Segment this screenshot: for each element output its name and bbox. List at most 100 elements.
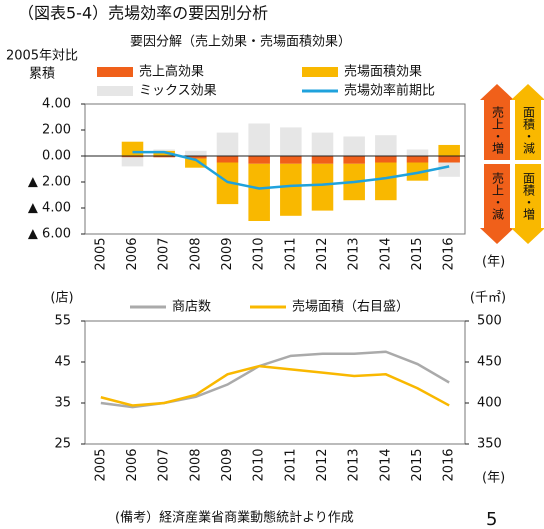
x-tick-label: 2006 xyxy=(125,448,140,481)
y-tick-label: 45 xyxy=(54,355,71,370)
bar xyxy=(280,156,302,164)
figure-title: （図表5-4）売場効率の要因別分析 xyxy=(18,4,268,23)
legend-label: 売場面積（右目盛） xyxy=(292,299,409,315)
x-tick-label: 2010 xyxy=(252,237,267,270)
bar xyxy=(343,156,365,164)
arrow-label: 売上・減 xyxy=(491,171,505,221)
bar xyxy=(216,132,239,156)
x-tick-label: 2014 xyxy=(378,448,393,481)
legend-label: 売上高効果 xyxy=(139,64,204,80)
direction-arrow xyxy=(511,84,544,160)
x-tick-label: 2015 xyxy=(410,448,425,481)
bar xyxy=(406,156,429,163)
bar xyxy=(121,156,144,158)
arrow-label: 売上・増 xyxy=(491,105,505,155)
bar xyxy=(216,162,239,205)
plot-frame xyxy=(84,320,466,445)
x-tick-label: 2013 xyxy=(347,448,362,481)
x-tick-label: 2011 xyxy=(283,448,298,481)
x-tick-label: 2008 xyxy=(188,237,203,270)
x-tick-label: 2008 xyxy=(188,448,203,481)
bar xyxy=(311,156,334,164)
plot-frame xyxy=(84,103,466,235)
x-tick-label: 2012 xyxy=(315,237,330,270)
x-tick-label: 2005 xyxy=(93,237,108,270)
x-tick-label: 2013 xyxy=(347,237,362,270)
bar xyxy=(311,132,334,156)
data-line xyxy=(132,150,450,190)
legend-swatch xyxy=(97,86,133,96)
x-tick-label: 2007 xyxy=(157,237,172,270)
bar xyxy=(406,162,429,181)
x-tick-label: 2015 xyxy=(410,237,425,270)
y2-unit: (千㎡) xyxy=(470,291,506,306)
bar xyxy=(375,156,397,163)
x-tick-label: 2006 xyxy=(125,237,140,270)
legend-label: 売場面積効果 xyxy=(344,64,422,80)
x-tick-label: 2009 xyxy=(220,448,235,481)
bar xyxy=(248,156,270,164)
bar xyxy=(406,149,429,156)
arrow-label: 面積・減 xyxy=(522,106,536,155)
y2-tick-label: 350 xyxy=(477,437,502,452)
y-tick-label: 2.00 xyxy=(42,123,71,138)
x-tick-label: 2016 xyxy=(442,448,457,481)
bar xyxy=(153,149,175,151)
x-unit: (年) xyxy=(482,471,505,486)
bar xyxy=(248,123,270,156)
bar xyxy=(185,150,207,156)
direction-arrow xyxy=(480,84,514,160)
direction-arrow xyxy=(511,164,544,244)
y-tick-label: 25 xyxy=(54,437,71,452)
bar xyxy=(121,157,144,167)
bar xyxy=(216,156,239,163)
legend-label: 売場効率前期比 xyxy=(344,83,435,99)
bar xyxy=(153,150,175,156)
x-tick-label: 2007 xyxy=(157,448,172,481)
bar xyxy=(438,156,460,163)
y-unit: (店) xyxy=(50,291,73,306)
chart-subtitle: 要因分解（売上効果・売場面積効果） xyxy=(130,34,351,50)
x-tick-label: 2011 xyxy=(283,237,298,270)
y-tick-label: ▲ 4.00 xyxy=(28,201,71,216)
bar xyxy=(248,163,270,221)
bar xyxy=(280,127,302,156)
x-tick-label: 2016 xyxy=(442,237,457,270)
page-number: 5 xyxy=(486,509,497,529)
bar xyxy=(280,163,302,216)
y2-tick-label: 450 xyxy=(477,355,502,370)
bar xyxy=(375,162,397,201)
y2-tick-label: 500 xyxy=(477,314,502,329)
legend-swatch xyxy=(302,67,338,77)
bar xyxy=(185,156,207,159)
y-axis-label: 累積 xyxy=(29,67,55,82)
data-line xyxy=(100,364,450,407)
y-tick-label: ▲ 6.00 xyxy=(28,227,71,242)
y-tick-label: 0.00 xyxy=(42,149,71,164)
x-tick-label: 2009 xyxy=(220,237,235,270)
arrow-label: 面積・増 xyxy=(522,172,536,221)
y2-tick-label: 400 xyxy=(477,396,502,411)
bar xyxy=(375,135,397,156)
x-tick-label: 2012 xyxy=(315,448,330,481)
direction-arrow xyxy=(480,164,514,244)
y-tick-label: 35 xyxy=(54,396,71,411)
x-unit: (年) xyxy=(482,255,505,270)
source-note: (備考）経済産業省商業動態統計より作成 xyxy=(115,510,354,526)
x-tick-label: 2014 xyxy=(378,237,393,270)
x-tick-label: 2005 xyxy=(93,448,108,481)
y-axis-label: 2005年対比 xyxy=(6,49,78,64)
legend-label: 商店数 xyxy=(172,300,211,315)
bar xyxy=(438,144,460,156)
legend-swatch xyxy=(97,67,133,77)
legend-label: ミックス効果 xyxy=(139,84,217,99)
y-tick-label: 55 xyxy=(54,314,71,329)
bar xyxy=(343,136,365,156)
bar xyxy=(121,141,144,156)
bar xyxy=(438,162,460,177)
x-tick-label: 2010 xyxy=(252,448,267,481)
y-tick-label: 4.00 xyxy=(42,97,71,112)
bar xyxy=(311,163,334,211)
